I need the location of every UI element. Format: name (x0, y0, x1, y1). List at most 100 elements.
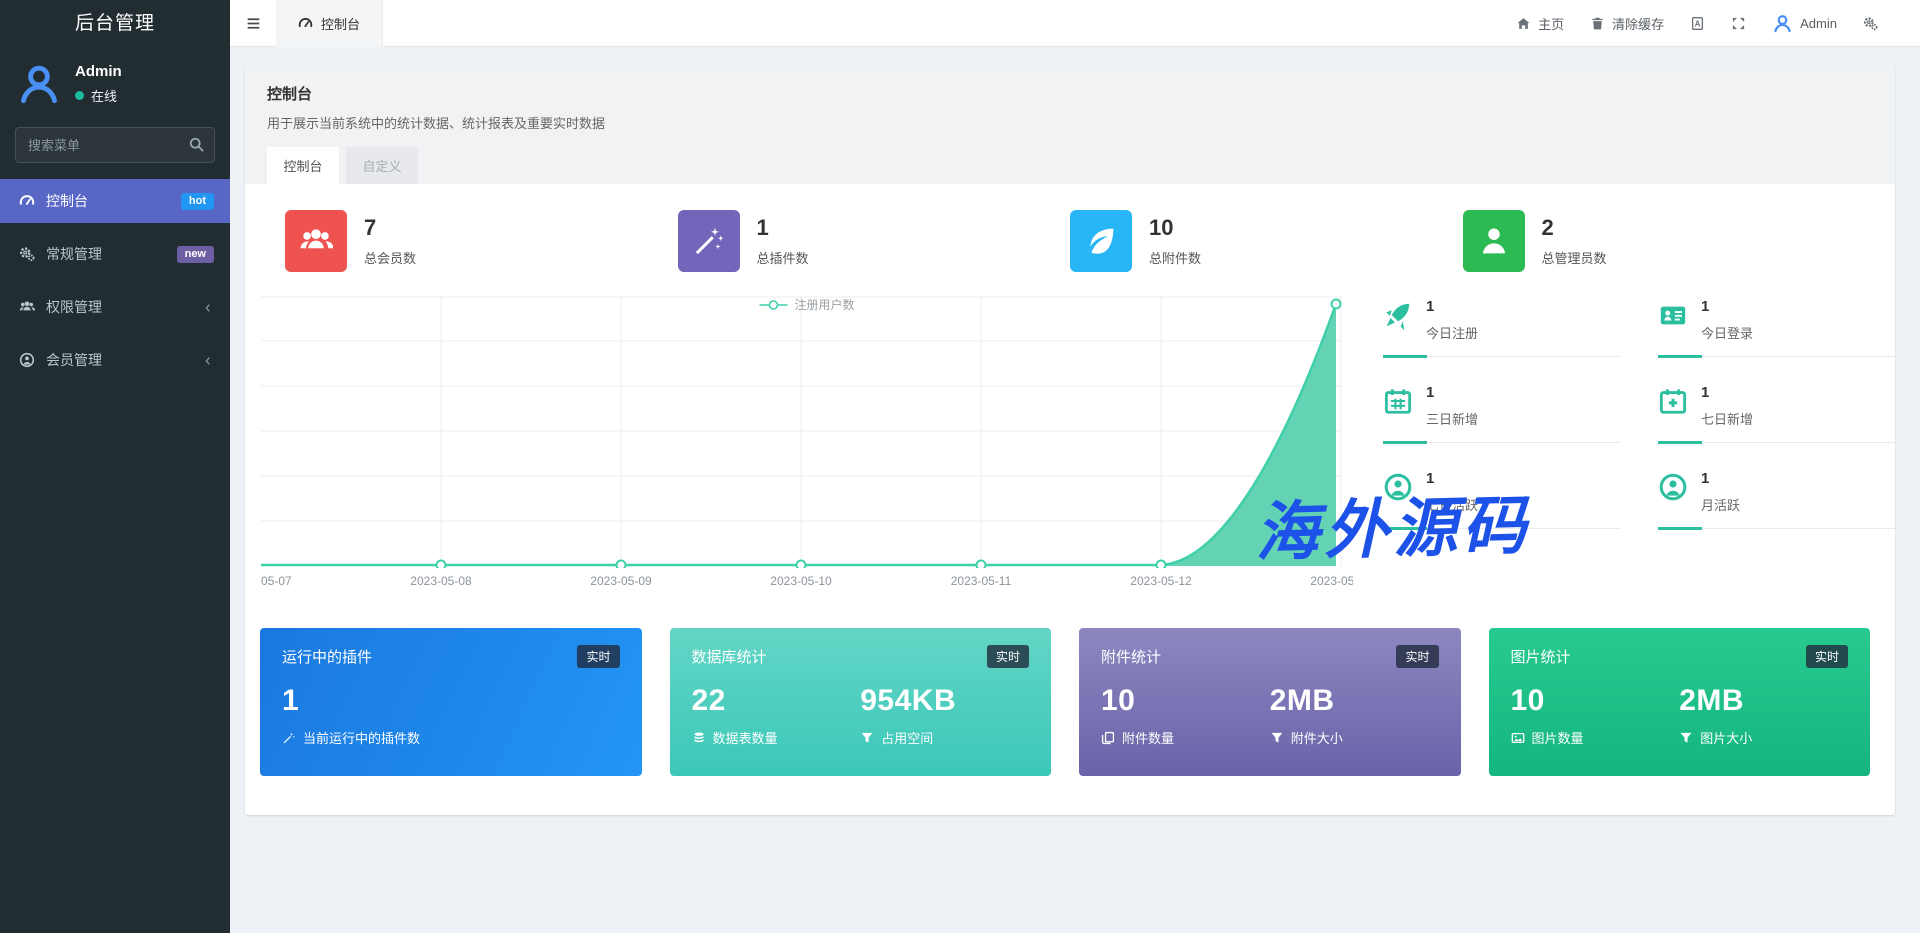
sidebar-nav: 控制台 hot 常规管理 new 权限管理 (0, 179, 230, 933)
page-description: 用于展示当前系统中的统计数据、统计报表及重要实时数据 (267, 116, 606, 131)
mini-stat-three-day-new: 1 三日新增 (1383, 384, 1620, 444)
user-avatar (16, 61, 62, 107)
chart-section: 注册用户数 (245, 288, 1895, 592)
calendar-plus-icon (1658, 386, 1688, 416)
sidebar-item-permissions[interactable]: 权限管理 (0, 285, 230, 329)
card-database-stats: 数据库统计 实时 22 数据表数量 (669, 628, 1051, 776)
card-title: 附件统计 (1101, 649, 1162, 666)
x-tick: 2023-05-11 (950, 574, 1012, 588)
hot-badge: hot (180, 192, 214, 210)
copy-icon (1101, 731, 1115, 744)
stat-label: 总插件数 (756, 251, 809, 266)
language-icon: A (1692, 16, 1704, 30)
id-card-icon (1658, 300, 1688, 330)
search-input[interactable] (15, 127, 215, 163)
x-tick: 2023-05-13 (1310, 574, 1353, 588)
panel-heading: 控制台 用于展示当前系统中的统计数据、统计报表及重要实时数据 控制台 自定义 (245, 66, 1895, 184)
card-value: 10 (1101, 684, 1136, 717)
new-badge: new (176, 245, 214, 263)
stat-total-plugins: 1 总插件数 (677, 210, 1071, 272)
x-tick: 05-07 (261, 574, 292, 588)
card-attachment-stats: 附件统计 实时 10 附件数量 (1079, 628, 1461, 776)
legend-label: 注册用户数 (794, 298, 855, 312)
panel-tabs: 控制台 自定义 (267, 147, 1873, 184)
mini-stat-value: 1 (1426, 384, 1435, 401)
card-title: 图片统计 (1510, 649, 1571, 666)
chevron-left-icon (202, 301, 214, 313)
realtime-badge: 实时 (1396, 645, 1439, 668)
settings-button[interactable] (1863, 16, 1878, 31)
mini-stat-label: 今日注册 (1426, 326, 1479, 341)
user-info: Admin 在线 (75, 63, 122, 105)
avatar-icon (1772, 13, 1793, 34)
magic-wand-icon (677, 210, 740, 272)
tab-custom[interactable]: 自定义 (346, 147, 418, 184)
home-label: 主页 (1538, 16, 1565, 32)
stat-label: 总会员数 (364, 251, 417, 266)
x-tick: 2023-05-09 (590, 574, 652, 588)
user-menu[interactable]: Admin (1772, 13, 1837, 34)
card-title: 数据库统计 (691, 649, 767, 666)
mini-stat-value: 1 (1701, 298, 1710, 315)
realtime-cards-row: 运行中的插件 实时 1 当前运行中的插件数 (260, 628, 1870, 776)
topbar-tab-label: 控制台 (321, 16, 361, 32)
stat-label: 总管理员数 (1541, 251, 1607, 266)
clear-cache-button[interactable]: 清除缓存 (1590, 14, 1664, 33)
tab-dashboard[interactable]: 控制台 (267, 147, 339, 184)
dashboard-icon (298, 17, 313, 27)
mini-stat-value: 1 (1701, 470, 1710, 487)
mini-stat-value: 1 (1426, 298, 1435, 315)
stat-label: 总附件数 (1149, 251, 1202, 266)
card-metric-label: 附件大小 (1290, 731, 1343, 746)
mini-stat-label: 今日登录 (1701, 326, 1754, 341)
stat-value: 1 (756, 215, 769, 240)
home-button[interactable]: 主页 (1516, 14, 1564, 33)
registrations-chart: 注册用户数 (261, 288, 1353, 592)
image-icon (1511, 732, 1524, 743)
topbar-tab-dashboard[interactable]: 控制台 (276, 0, 384, 47)
sidebar-item-members[interactable]: 会员管理 (0, 338, 230, 382)
sidebar-item-label: 权限管理 (46, 299, 102, 315)
search-icon[interactable] (188, 136, 205, 153)
mini-stat-seven-day-new: 1 七日新增 (1658, 384, 1895, 444)
user-name: Admin (75, 63, 122, 80)
mini-stat-today-registered: 1 今日注册 (1383, 298, 1620, 358)
card-running-plugins: 运行中的插件 实时 1 当前运行中的插件数 (260, 628, 642, 776)
summary-stats-row: 7 总会员数 1 总插件数 (245, 210, 1895, 272)
mini-stat-label: 三日新增 (1426, 412, 1479, 427)
menu-toggle-button[interactable] (230, 0, 276, 47)
mini-stat-value: 1 (1426, 470, 1435, 487)
sidebar-item-dashboard[interactable]: 控制台 hot (0, 179, 230, 223)
gears-icon (1863, 16, 1878, 30)
user-panel: Admin 在线 (0, 47, 230, 117)
username-label: Admin (1800, 15, 1837, 31)
legend-marker-icon (759, 299, 788, 310)
leaf-icon (1070, 210, 1132, 272)
realtime-badge: 实时 (986, 645, 1029, 668)
chart-grid (261, 296, 1342, 566)
users-icon (19, 299, 36, 315)
sidebar-item-general[interactable]: 常规管理 new (0, 232, 230, 276)
user-circle-icon (1383, 472, 1413, 502)
card-value: 1 (282, 684, 300, 717)
card-value: 2MB (1269, 684, 1335, 717)
mini-stat-today-login: 1 今日登录 (1658, 298, 1895, 358)
card-value: 954KB (860, 684, 957, 717)
fullscreen-button[interactable] (1731, 16, 1746, 31)
filter-icon (1680, 732, 1692, 743)
language-button[interactable]: A (1690, 16, 1705, 31)
user-status: 在线 (75, 86, 122, 105)
panel-body: 7 总会员数 1 总插件数 (245, 184, 1895, 776)
mini-stat-seven-day-active: 1 七日活跃 (1383, 470, 1620, 530)
chart-legend[interactable]: 注册用户数 (759, 296, 855, 313)
online-label: 在线 (91, 89, 118, 104)
content-area: 控制台 用于展示当前系统中的统计数据、统计报表及重要实时数据 控制台 自定义 (230, 47, 1920, 933)
stat-total-members: 7 总会员数 (285, 210, 678, 272)
filter-icon (861, 732, 873, 743)
clear-cache-label: 清除缓存 (1612, 16, 1665, 32)
page-title: 控制台 (267, 86, 313, 103)
topbar: 控制台 主页 清除缓存 A (230, 0, 1920, 47)
fullscreen-icon (1733, 17, 1745, 29)
stat-total-admins: 2 总管理员数 (1462, 210, 1856, 272)
